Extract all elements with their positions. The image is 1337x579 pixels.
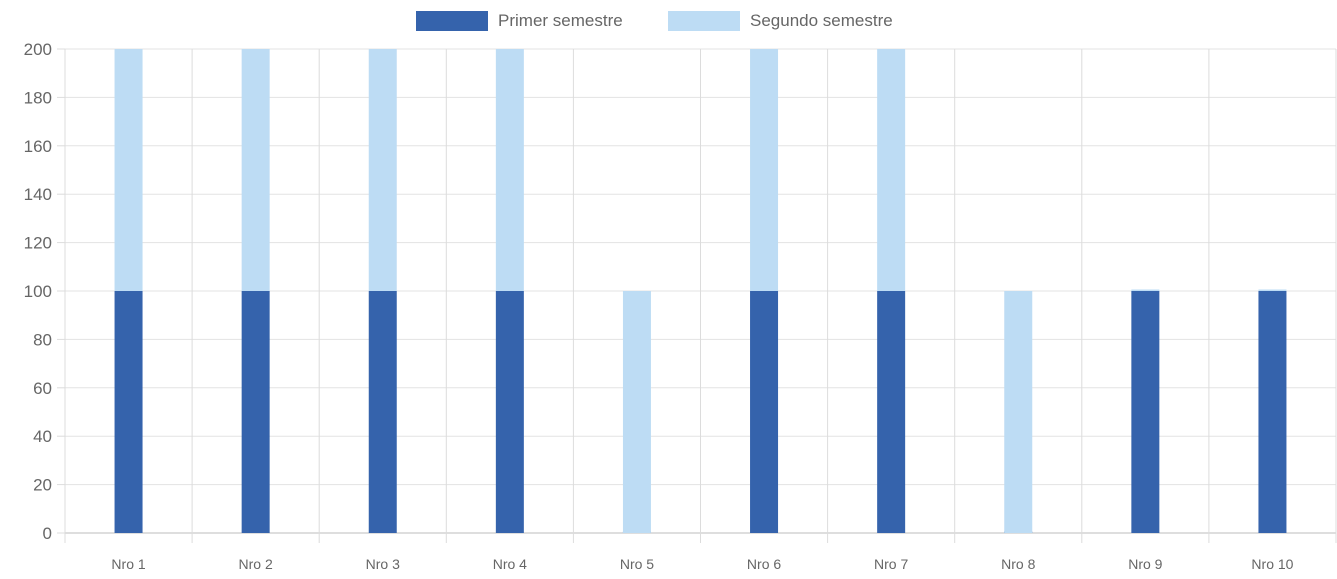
y-tick-label: 140 [24,185,52,204]
y-tick-label: 120 [24,234,52,253]
bar-segundo-6[interactable] [750,49,779,291]
y-tick-label: 20 [33,476,52,495]
grid [64,48,1337,543]
chart-legend: Primer semestre Segundo semestre [416,11,893,31]
bar-segundo-9[interactable] [1131,289,1160,292]
x-axis: Nro 1 Nro 2 Nro 3 Nro 4 Nro 5 Nro 6 Nro 7 Nro 8… [111,556,1293,572]
y-tick-label: 200 [24,40,52,59]
x-tick-label: Nro 10 [1251,556,1293,572]
bar-segundo-5[interactable] [622,291,651,533]
y-tick-label: 40 [33,427,52,446]
x-tick-label: Nro 7 [874,556,908,572]
bar-segundo-10[interactable] [1258,289,1287,292]
y-tick-label: 0 [43,524,52,543]
bar-primer-2[interactable] [241,291,270,533]
bar-primer-6[interactable] [750,291,779,533]
y-axis: 0 20 40 60 80 100 120 140 160 180 200 [24,40,65,543]
legend-item-primer-semestre[interactable]: Primer semestre [416,11,623,31]
x-tick-label: Nro 8 [1001,556,1035,572]
legend-label-segundo-semestre: Segundo semestre [750,11,893,30]
y-tick-label: 80 [33,330,52,349]
bar-primer-1[interactable] [114,291,143,533]
bar-segundo-8[interactable] [1004,291,1033,533]
x-tick-label: Nro 3 [366,556,400,572]
x-tick-label: Nro 9 [1128,556,1162,572]
y-tick-label: 180 [24,88,52,107]
bar-primer-10[interactable] [1258,291,1287,533]
x-tick-label: Nro 1 [111,556,145,572]
bar-primer-9[interactable] [1131,291,1160,533]
legend-item-segundo-semestre[interactable]: Segundo semestre [668,11,893,31]
legend-swatch-primer-semestre [416,11,488,31]
x-tick-label: Nro 4 [493,556,527,572]
x-tick-label: Nro 6 [747,556,781,572]
x-tick-label: Nro 2 [239,556,273,572]
y-tick-label: 160 [24,137,52,156]
bar-primer-7[interactable] [877,291,906,533]
bar-segundo-1[interactable] [114,49,143,291]
legend-swatch-segundo-semestre [668,11,740,31]
y-tick-label: 100 [24,282,52,301]
bar-primer-4[interactable] [495,291,524,533]
bar-segundo-3[interactable] [368,49,397,291]
y-tick-label: 60 [33,379,52,398]
bar-primer-3[interactable] [368,291,397,533]
bar-segundo-2[interactable] [241,49,270,291]
bar-segundo-7[interactable] [877,49,906,291]
bar-segundo-4[interactable] [495,49,524,291]
legend-label-primer-semestre: Primer semestre [498,11,623,30]
x-tick-label: Nro 5 [620,556,654,572]
bars [114,49,1287,533]
